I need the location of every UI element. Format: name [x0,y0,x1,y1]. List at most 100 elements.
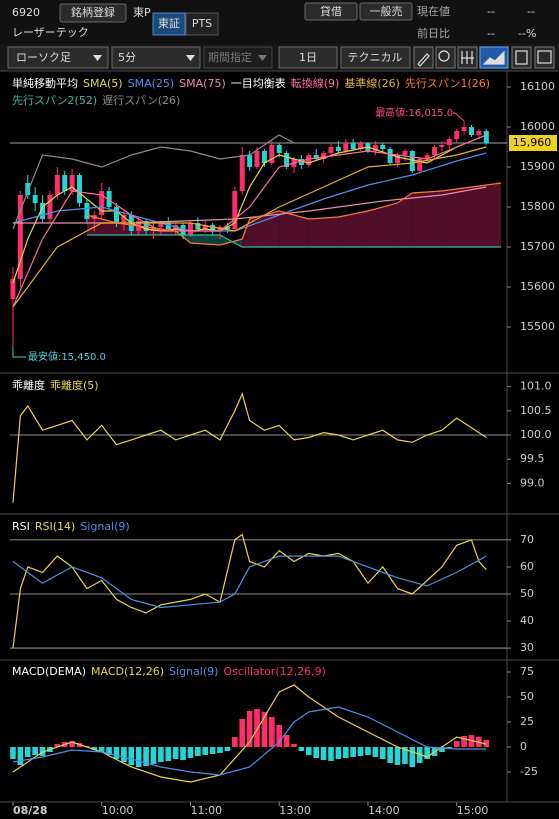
candle-body [247,155,253,167]
oscillator-bar [439,747,445,752]
annotation: 最高値:16,015.0 [375,106,453,119]
legend-entry: RSI [12,520,30,533]
legend-entry: Signal(9) [169,665,218,678]
oscillator-bar [165,747,172,761]
oscillator-bar [350,747,356,757]
candle-body [380,145,386,149]
oscillator-bar [394,747,401,765]
oscillator-bar [372,747,379,757]
zoom-icon [438,50,450,62]
save-icon [515,50,528,65]
technical-button[interactable] [340,46,411,69]
exchange-tab[interactable] [185,12,219,36]
oscillator-bar [291,744,297,747]
short-button[interactable] [359,2,413,21]
watch-button[interactable] [59,3,127,23]
candle-body [402,151,408,155]
oscillator-bar [409,747,416,767]
x-tick-label: 08/28 [13,804,48,817]
watch-button-label: 銘柄登録 [71,5,115,19]
margin-button[interactable] [304,2,358,21]
oscillator-bar [106,747,112,755]
candle-body [232,191,238,229]
y-tick-label: 40 [520,614,534,627]
legend-entry: 乖離度 [12,378,45,392]
legend-entry: MACD(12,26) [91,665,164,678]
oscillator-bar [232,737,238,747]
oscillator-bar [357,747,364,756]
cloud [412,191,442,247]
cloud [441,187,472,247]
y-tick-label: 16000 [520,120,555,133]
candle-body [409,151,415,171]
candle-body [276,145,282,153]
style-select[interactable] [7,46,109,69]
candle-body [372,145,378,151]
oscillator-bar [195,747,201,756]
y-tick-label: 15800 [520,200,555,213]
oscillator-bar [172,747,179,759]
chart-icon [482,50,505,65]
y-tick-label: 100.0 [520,428,552,441]
y-tick-label: 99.0 [520,476,545,489]
range-button-label: 1日 [299,51,317,64]
change-label: 前日比 [417,26,450,40]
candle-body [187,223,193,235]
oscillator-bar [379,747,386,759]
oscillator-bar [128,747,135,765]
pencil-icon [417,53,430,67]
cloud [397,193,413,247]
oscillator-bar [54,744,61,747]
indicator-line [12,134,295,230]
candle-body [358,143,364,149]
indicator-line [12,134,487,284]
oscillator-bar [387,747,393,763]
y-tick-label: 75 [520,665,534,678]
period-select[interactable] [203,46,273,69]
oscillator-bar [446,747,453,748]
oscillator-bar [10,747,16,759]
indicator-line [86,234,502,248]
range-button[interactable] [278,46,338,69]
legend-entry: Signal(9) [80,520,129,533]
candle-body [62,175,68,191]
legend-entry: Oscillator(12,26,9) [223,665,325,678]
oscillator-bar [298,747,305,751]
save-tool[interactable] [511,46,532,69]
candle-body [254,151,260,167]
dropdown-arrow [93,55,102,61]
y-tick-label: 15900 [520,160,555,173]
oscillator-bar [305,747,312,755]
oscillator-bar [276,725,283,747]
stock-code: 6920 [12,6,40,19]
legend-entry: RSI(14) [35,520,75,533]
candle-body [69,175,75,191]
current-price-label: 15,960 [513,136,552,149]
oscillator-bar [217,747,223,753]
x-tick-label: 14:00 [368,804,400,817]
candle-body [313,155,319,159]
indicator-line [12,555,487,609]
oscillator-bar [328,747,334,761]
legend-entry: 転換線(9) [291,76,340,90]
tool-icons [413,46,555,69]
candle-body [417,159,423,171]
interval-select[interactable] [111,46,201,69]
oscillator-bar [158,747,164,762]
cloud [249,211,280,247]
candle-body [343,143,349,151]
candle-body [32,195,38,203]
oscillator-bar [402,747,408,764]
candle-body [350,143,356,149]
exchange-tab[interactable] [152,12,186,36]
candle-body [210,225,216,231]
candle-body [306,155,312,165]
oscillator-bar [269,717,275,747]
oscillator-bar [150,747,157,764]
candle-body [17,195,23,279]
indicator-line [12,152,487,232]
oscillator-bar [32,747,38,755]
candle-body [106,191,112,207]
